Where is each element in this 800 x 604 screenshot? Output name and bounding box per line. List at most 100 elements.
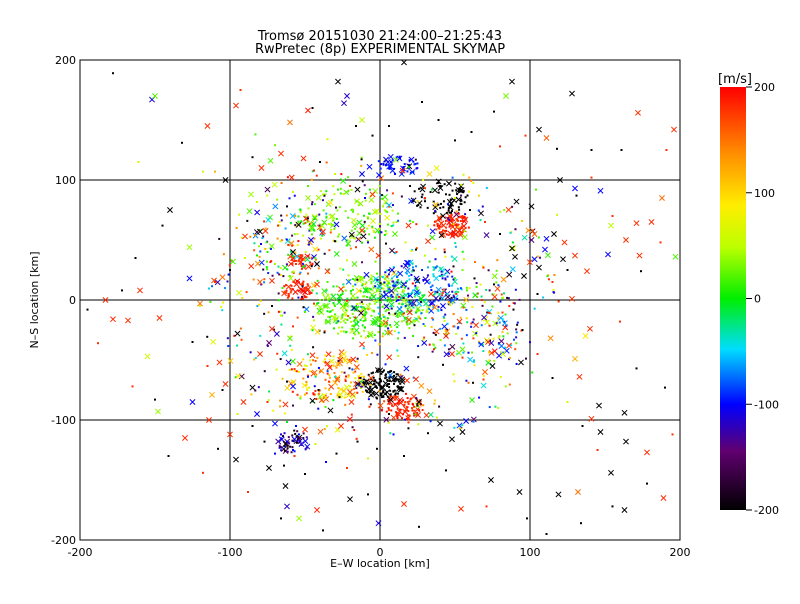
cluster-0-dot-210: [418, 316, 421, 319]
point-dot-20: [620, 149, 623, 151]
cluster-1-dot-45: [390, 293, 393, 296]
cluster-0-dot-189: [328, 300, 331, 303]
cluster-10-dot-57: [344, 378, 347, 381]
cluster-11-dot-71: [280, 219, 283, 222]
cluster-14-x-157: [429, 228, 436, 235]
cluster-0-dot-186: [421, 294, 424, 297]
cluster-11-dot-59: [271, 274, 274, 277]
cluster-14-dot-170: [362, 347, 365, 350]
cluster-8-dot-74: [408, 400, 411, 403]
cluster-1-dot-55: [434, 266, 437, 269]
cluster-14-dot-301: [399, 373, 402, 376]
cluster-5-dot-24: [299, 283, 302, 286]
cluster-1-dot-23: [418, 292, 421, 295]
cluster-14-x-437: [403, 365, 410, 372]
cluster-0-dot-236: [341, 314, 344, 317]
point-x-20: [186, 275, 193, 282]
point-x-33: [233, 456, 239, 463]
cluster-1-x-14: [383, 303, 390, 310]
cluster-12-dot-79: [310, 233, 313, 236]
point-x-9: [359, 117, 365, 123]
point-dot-220: [464, 227, 467, 229]
cluster-2-dot-69: [448, 225, 451, 228]
cluster-14-x-298: [478, 341, 485, 348]
cluster-12-dot-6: [395, 220, 398, 223]
point-dot-135: [334, 173, 336, 175]
cluster-14-dot-231: [218, 237, 221, 240]
cluster-1-dot-25: [437, 308, 440, 311]
cluster-0-dot-43: [415, 288, 418, 291]
cluster-0-dot-107: [385, 325, 388, 328]
cluster-13-dot-31: [504, 313, 507, 316]
cluster-14-dot-241: [450, 270, 453, 273]
point-x-7: [344, 93, 350, 99]
point-x-1: [152, 93, 158, 99]
cluster-14-dot-105: [342, 268, 345, 271]
cluster-0-dot-279: [388, 286, 391, 289]
cluster-1-dot-106: [451, 290, 454, 293]
cluster-1-dot-38: [408, 310, 411, 313]
cluster-14-dot-473: [412, 376, 415, 379]
point-x-172: [506, 342, 512, 349]
cluster-14-dot-394: [312, 169, 315, 172]
cluster-12-dot-67: [379, 212, 382, 215]
cluster-4-dot-10: [389, 160, 392, 163]
cluster-0-dot-261: [332, 285, 335, 288]
cluster-1-dot-127: [456, 297, 459, 300]
cluster-14-dot-270: [354, 316, 357, 319]
point-x-70: [608, 222, 614, 229]
cluster-14-dot-414: [361, 180, 364, 183]
cluster-0-dot-137: [359, 276, 362, 279]
point-x-120: [446, 180, 452, 187]
cluster-10-x-107: [325, 351, 332, 358]
cluster-14-dot-245: [360, 301, 363, 304]
cluster-14-dot-415: [528, 341, 531, 344]
cluster-4-dot-38: [415, 167, 418, 170]
cluster-14-dot-59: [451, 176, 454, 179]
point-dot-159: [551, 377, 554, 379]
cluster-14-dot-153: [378, 343, 381, 346]
cluster-12-x-14: [315, 194, 322, 201]
cluster-10-dot-104: [344, 393, 347, 396]
cluster-10-x-56: [332, 379, 339, 386]
cluster-0-dot-179: [398, 302, 401, 305]
x-tick-label-0: -200: [68, 546, 93, 559]
cluster-1-dot-19: [443, 273, 446, 276]
cluster-0-dot-143: [367, 289, 370, 292]
cluster-12-x-42: [381, 194, 388, 200]
cluster-14-dot-358: [334, 375, 337, 378]
cluster-7-dot-44: [367, 373, 370, 376]
cluster-0-dot-75: [417, 309, 420, 312]
point-dot-26: [134, 257, 137, 259]
cluster-14-x-339: [289, 358, 296, 365]
cluster-0-dot-12: [356, 310, 359, 313]
point-x-6: [335, 78, 341, 85]
cluster-7-dot-54: [380, 372, 383, 375]
cluster-14-dot-120: [332, 185, 335, 188]
chart-subtitle: RwPretec (8p) EXPERIMENTAL SKYMAP: [255, 42, 505, 57]
cluster-1-dot-27: [441, 270, 444, 273]
cluster-10-dot-81: [355, 367, 358, 370]
cluster-0-dot-19: [332, 297, 335, 300]
point-x-165: [414, 277, 421, 284]
cluster-10-dot-69: [358, 375, 361, 378]
cluster-14-dot-467: [354, 377, 357, 380]
cluster-14-dot-26: [444, 255, 447, 258]
cluster-9-dot-1: [294, 432, 297, 435]
point-dot-111: [359, 377, 362, 379]
cluster-12-dot-47: [299, 209, 302, 212]
cluster-14-x-320: [340, 178, 347, 184]
cluster-10-x-16: [350, 356, 357, 363]
cluster-12-dot-116: [366, 227, 369, 230]
cluster-0-dot-168: [379, 321, 382, 324]
cluster-7-dot-19: [389, 393, 392, 396]
cluster-8-dot-67: [407, 402, 410, 405]
cluster-13-dot-116: [515, 336, 518, 339]
cluster-0-dot-232: [350, 297, 353, 300]
point-dot-65: [355, 246, 357, 249]
point-x-48: [621, 507, 628, 513]
cluster-14-dot-378: [384, 363, 387, 366]
cluster-14-dot-229: [434, 247, 437, 250]
cluster-6-dot-5: [309, 261, 312, 264]
cluster-14-dot-342: [422, 178, 425, 181]
